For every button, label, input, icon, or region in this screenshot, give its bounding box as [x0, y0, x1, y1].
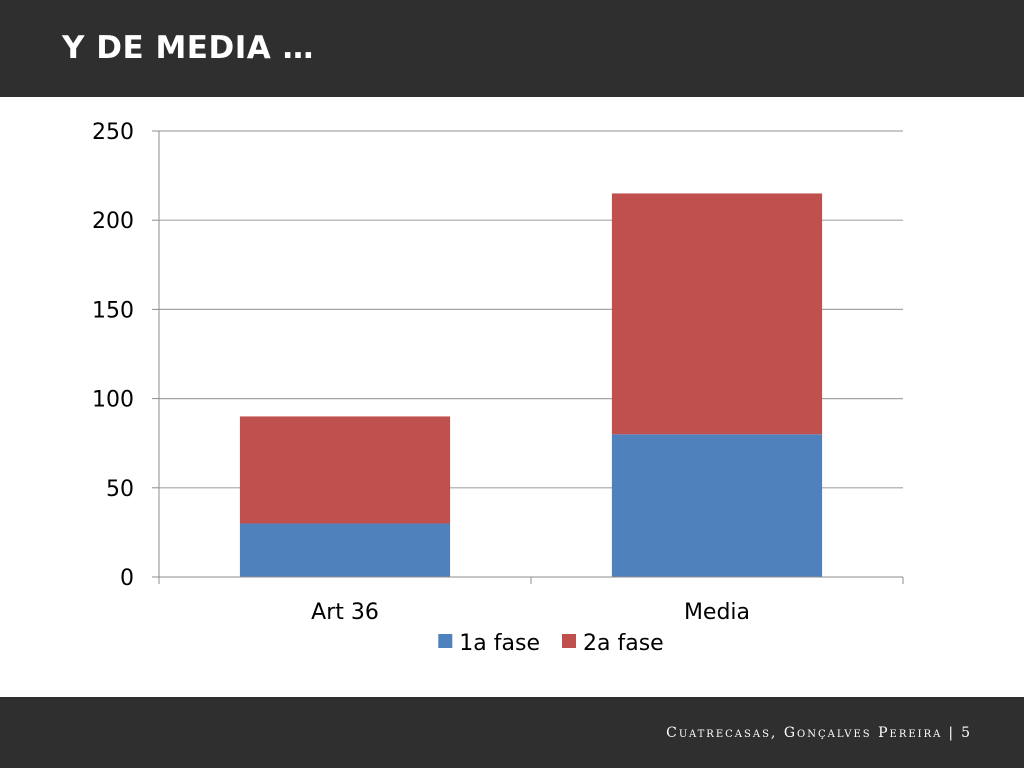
x-tick-label: Media — [684, 600, 750, 625]
tick-labels: 0 50 100 150 200 250 Art 36 Media — [92, 120, 750, 625]
page-number: 5 — [961, 725, 972, 741]
x-tick-label: Art 36 — [311, 600, 379, 625]
y-tick-label: 200 — [92, 209, 134, 234]
y-tick-label: 0 — [120, 566, 134, 591]
footer-bar — [0, 697, 1024, 768]
footer: Cuatrecasas, Gonçalves Pereira | 5 — [666, 724, 972, 742]
bar-1a-fase-1 — [611, 434, 823, 577]
header-bar — [0, 0, 1024, 97]
footer-separator: | — [948, 725, 956, 741]
bar-2a-fase-1 — [611, 193, 823, 435]
y-tick-label: 250 — [92, 120, 134, 145]
stacked-bar-chart: 0 50 100 150 200 250 Art 36 Media 1a fase 2a fas… — [92, 120, 904, 656]
y-tick-label: 50 — [106, 477, 134, 502]
bars — [239, 193, 823, 577]
legend-swatch — [438, 634, 453, 648]
legend: 1a fase 2a fase — [438, 631, 664, 656]
y-tick-label: 100 — [92, 388, 134, 413]
bar-2a-fase-0 — [239, 416, 451, 524]
slide-title: Y DE MEDIA … — [62, 30, 315, 66]
legend-swatch — [562, 634, 576, 648]
bar-1a-fase-0 — [239, 523, 451, 577]
legend-label: 2a fase — [583, 631, 664, 656]
y-tick-label: 150 — [92, 298, 134, 323]
legend-label: 1a fase — [459, 631, 540, 656]
footer-brand: Cuatrecasas, Gonçalves Pereira — [666, 725, 943, 741]
axes — [152, 130, 904, 584]
